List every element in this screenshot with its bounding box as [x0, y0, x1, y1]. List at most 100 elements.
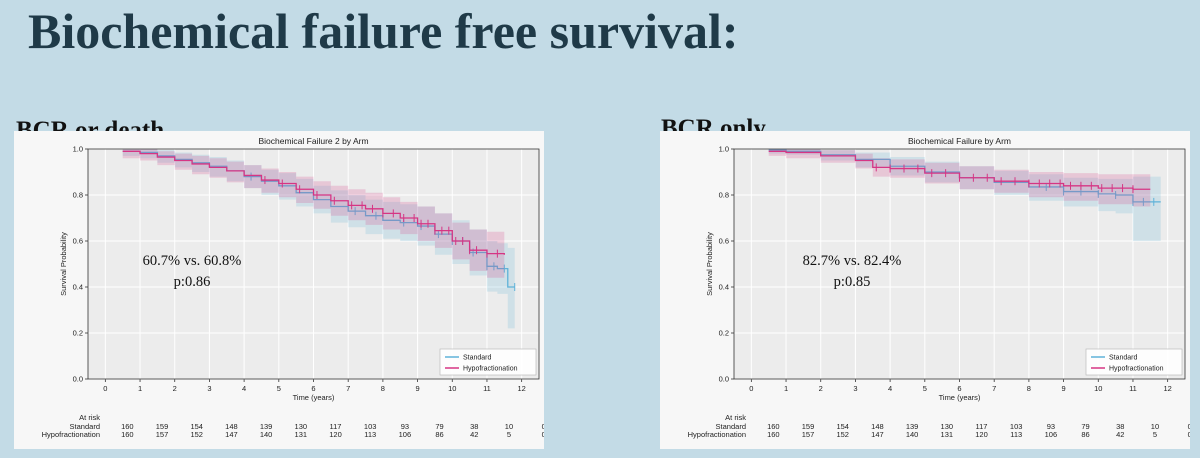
- at-risk-count: 86: [1081, 430, 1089, 439]
- at-risk-count: 152: [836, 430, 849, 439]
- x-tick-label: 7: [346, 384, 350, 393]
- at-risk-count: 106: [399, 430, 412, 439]
- at-risk-count: 0: [1188, 430, 1190, 439]
- x-tick-label: 1: [138, 384, 142, 393]
- at-risk-count: 5: [507, 430, 511, 439]
- series-hypofractionation-line: [768, 150, 1151, 190]
- y-tick-label: 0.0: [719, 375, 729, 384]
- at-risk-count: 113: [364, 430, 376, 439]
- y-tick-label: 0.6: [73, 237, 83, 246]
- at-risk-count: 5: [1153, 430, 1157, 439]
- at-risk-count: 86: [435, 430, 443, 439]
- legend-label-hypofractionation: Hypofractionation: [1109, 366, 1164, 373]
- at-risk-count: 106: [1045, 430, 1058, 439]
- y-tick-label: 0.4: [719, 283, 729, 292]
- at-risk-count: 42: [1116, 430, 1124, 439]
- at-risk-count: 103: [364, 422, 377, 431]
- at-risk-count: 0: [1188, 422, 1190, 431]
- at-risk-count: 117: [330, 422, 342, 431]
- at-risk-count: 117: [976, 422, 988, 431]
- x-tick-label: 5: [277, 384, 281, 393]
- x-tick-label: 10: [1094, 384, 1102, 393]
- x-tick-label: 2: [819, 384, 823, 393]
- chart-title: Biochemical Failure by Arm: [908, 136, 1011, 146]
- y-axis-label: Survival Probability: [59, 232, 68, 296]
- x-axis-label: Time (years): [293, 393, 335, 402]
- x-tick-label: 6: [957, 384, 961, 393]
- y-tick-label: 0.0: [73, 375, 83, 384]
- at-risk-count: 93: [401, 422, 409, 431]
- y-tick-label: 0.8: [73, 191, 83, 200]
- at-risk-count: 147: [225, 430, 238, 439]
- x-tick-label: 9: [1061, 384, 1065, 393]
- at-risk-count: 147: [871, 430, 884, 439]
- x-tick-label: 8: [1027, 384, 1031, 393]
- plot-frame: [87, 148, 540, 380]
- at-risk-count: 154: [190, 422, 203, 431]
- x-tick-label: 0: [103, 384, 107, 393]
- at-risk-count: 130: [295, 422, 308, 431]
- at-risk-count: 131: [941, 430, 954, 439]
- at-risk-count: 139: [906, 422, 919, 431]
- at-risk-row-label-standard: Standard: [716, 422, 746, 431]
- at-risk-count: 140: [260, 430, 273, 439]
- at-risk-count: 10: [1151, 422, 1159, 431]
- legend-label-hypofractionation: Hypofractionation: [463, 366, 518, 373]
- at-risk-count: 79: [435, 422, 443, 431]
- at-risk-count: 139: [260, 422, 273, 431]
- at-risk-count: 10: [505, 422, 513, 431]
- chart-title: Biochemical Failure 2 by Arm: [258, 136, 368, 146]
- legend-label-standard: Standard: [1109, 355, 1138, 362]
- plot-frame: [733, 148, 1186, 380]
- annotation-p-value: p:0.85: [834, 274, 871, 290]
- legend-box: [1085, 348, 1183, 376]
- series-hypofractionation-ci-band: [122, 149, 505, 281]
- legend-box: [439, 348, 537, 376]
- km-chart-bcr-only: 0 1 2 3 4 5 6 7 8 9 10 11 120.00.20.40.60.81.0Bioche…: [660, 131, 1190, 449]
- x-tick-label: 7: [992, 384, 996, 393]
- x-tick-label: 12: [1163, 384, 1171, 393]
- at-risk-count: 160: [767, 422, 780, 431]
- y-axis-label: Survival Probability: [705, 232, 714, 296]
- x-tick-label: 11: [1129, 384, 1137, 393]
- x-tick-label: 11: [483, 384, 491, 393]
- x-tick-label: 3: [853, 384, 857, 393]
- legend-label-standard: Standard: [463, 355, 492, 362]
- series-hypofractionation-line: [122, 150, 505, 255]
- at-risk-count: 152: [190, 430, 203, 439]
- at-risk-row-label-standard: Standard: [70, 422, 100, 431]
- y-tick-label: 0.8: [719, 191, 729, 200]
- y-tick-label: 1.0: [73, 145, 83, 154]
- x-tick-label: 6: [311, 384, 315, 393]
- at-risk-count: 79: [1081, 422, 1089, 431]
- x-axis-label: Time (years): [939, 393, 981, 402]
- annotation-p-value: p:0.86: [174, 274, 211, 290]
- x-tick-label: 4: [242, 384, 246, 393]
- at-risk-count: 140: [906, 430, 919, 439]
- at-risk-count: 120: [975, 430, 988, 439]
- y-tick-label: 0.2: [719, 329, 729, 338]
- at-risk-count: 160: [767, 430, 780, 439]
- at-risk-count: 120: [329, 430, 342, 439]
- y-tick-label: 1.0: [719, 145, 729, 154]
- x-tick-label: 12: [517, 384, 525, 393]
- slide-title: Biochemical failure free survival:: [28, 3, 739, 59]
- x-tick-label: 2: [173, 384, 177, 393]
- at-risk-count: 93: [1047, 422, 1055, 431]
- at-risk-count: 157: [802, 430, 815, 439]
- series-standard-ci-band: [122, 149, 515, 329]
- at-risk-count: 160: [121, 430, 134, 439]
- at-risk-count: 103: [1010, 422, 1023, 431]
- at-risk-row-label-hypofractionation: Hypofractionation: [688, 430, 746, 439]
- annotation-rates: 82.7% vs. 82.4%: [803, 253, 902, 269]
- at-risk-count: 157: [156, 430, 169, 439]
- at-risk-count: 160: [121, 422, 134, 431]
- x-tick-label: 3: [207, 384, 211, 393]
- y-tick-label: 0.6: [719, 237, 729, 246]
- at-risk-count: 148: [871, 422, 884, 431]
- at-risk-title: At risk: [725, 413, 746, 422]
- at-risk-count: 130: [941, 422, 954, 431]
- x-tick-label: 9: [415, 384, 419, 393]
- series-standard-ci-band: [768, 149, 1161, 241]
- at-risk-count: 154: [836, 422, 849, 431]
